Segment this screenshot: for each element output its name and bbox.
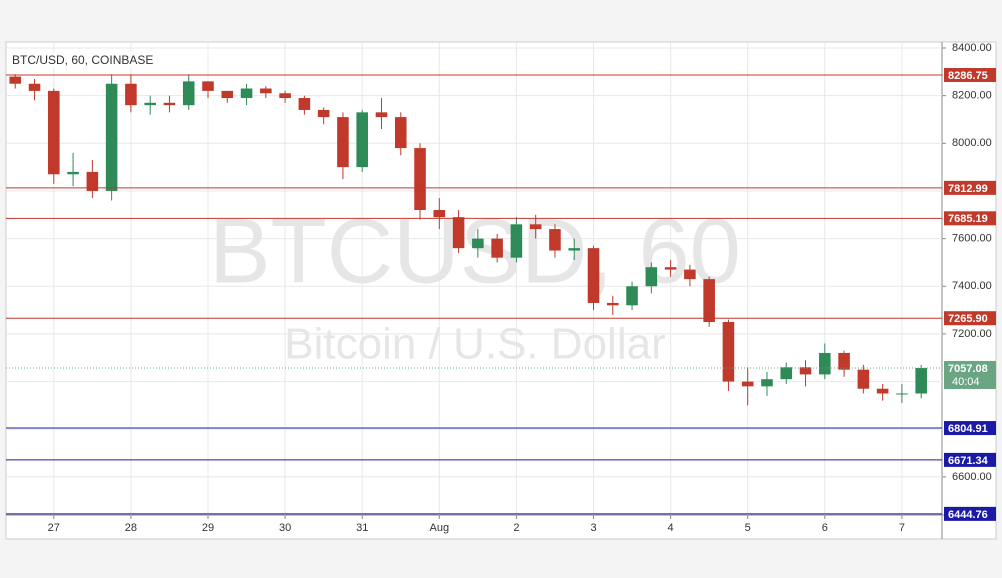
x-tick-label: 29	[202, 522, 214, 534]
level-label: 7265.90	[948, 313, 988, 325]
candle-body	[221, 90, 234, 99]
candle-body	[857, 369, 870, 389]
level-label-bg	[944, 67, 996, 82]
x-tick-label: 31	[356, 522, 368, 534]
level-label: 6804.91	[948, 423, 988, 435]
candle-body	[28, 83, 41, 91]
candle-body	[703, 279, 715, 323]
candle-body	[472, 238, 484, 249]
candle-body	[722, 322, 735, 382]
candle-body	[163, 102, 176, 106]
chart-title: BTC/USD, 60, COINBASE	[12, 53, 153, 67]
candle-body	[876, 388, 889, 394]
last-price-label: 7057.08	[948, 363, 988, 375]
candle-body	[202, 81, 214, 91]
candle-body	[48, 90, 60, 175]
candle-body	[86, 171, 99, 191]
candle-body	[9, 76, 22, 84]
candle-body	[433, 210, 446, 218]
x-tick-label: 27	[48, 522, 60, 534]
candle-body	[915, 367, 927, 394]
candle-body	[182, 81, 195, 106]
candle-body	[375, 112, 388, 118]
candle-body	[587, 248, 600, 303]
level-label: 6444.76	[948, 509, 988, 521]
candle-body	[549, 229, 561, 251]
x-tick-label: 7	[899, 522, 905, 534]
candle-body	[645, 267, 658, 287]
y-tick-label: 8200.00	[952, 90, 992, 102]
level-label: 7685.19	[948, 213, 988, 225]
candle-body	[741, 381, 754, 387]
candle-body	[838, 352, 850, 370]
x-tick-label: 3	[590, 522, 596, 534]
y-tick-label: 7200.00	[952, 328, 992, 340]
title-bg	[8, 52, 158, 68]
candle-body	[337, 117, 349, 168]
last-price-bg	[944, 360, 996, 389]
level-label: 8286.75	[948, 70, 988, 82]
countdown-label: 40:04	[952, 376, 980, 388]
candle-body	[819, 352, 831, 375]
level-label-bg	[944, 506, 996, 521]
level-label-bg	[944, 452, 996, 467]
level-label-bg	[944, 421, 996, 436]
level-label-bg	[944, 211, 996, 226]
chart-frame	[5, 41, 997, 540]
candle-body	[664, 267, 677, 270]
level-label: 7812.99	[948, 183, 988, 195]
candle-body	[414, 148, 426, 211]
y-tick-label: 7600.00	[952, 233, 992, 245]
candle-body	[356, 112, 368, 168]
candle-body	[491, 238, 503, 258]
candle-body	[279, 93, 291, 99]
candle-body	[240, 88, 253, 99]
x-tick-label: 5	[745, 522, 751, 534]
watermark: BTCUSD, 60	[209, 200, 741, 302]
candle-body	[317, 109, 330, 118]
candle-body	[606, 302, 619, 306]
x-tick-label: 6	[822, 522, 828, 534]
candle-body	[144, 102, 156, 106]
candle-body	[394, 117, 407, 149]
x-tick-label: 30	[279, 522, 291, 534]
level-label-bg	[944, 180, 996, 195]
candle-body	[260, 88, 272, 94]
candle-body	[799, 367, 812, 375]
candle-body	[125, 83, 137, 106]
x-tick-label: 4	[668, 522, 674, 534]
candle-body	[452, 217, 465, 249]
y-tick-label: 8400.00	[952, 42, 992, 54]
y-tick-label: 6600.00	[952, 471, 992, 483]
watermark-subtitle: Bitcoin / U.S. Dollar	[284, 320, 665, 369]
candle-body	[568, 248, 581, 251]
candle-body	[761, 379, 773, 387]
x-tick-label: 2	[513, 522, 519, 534]
candle-body	[529, 224, 542, 230]
x-tick-label: 28	[125, 522, 137, 534]
level-label: 6671.34	[948, 455, 989, 467]
level-label-bg	[944, 311, 996, 326]
candle-body	[298, 98, 311, 110]
candle-body	[780, 367, 793, 380]
candle-body	[67, 171, 79, 175]
y-tick-label: 8000.00	[952, 137, 992, 149]
candle-body	[684, 269, 696, 280]
candle-body	[626, 286, 638, 306]
y-tick-label: 7400.00	[952, 280, 992, 292]
candle-body	[105, 83, 118, 191]
candle-body	[896, 393, 908, 395]
candle-body	[510, 224, 523, 258]
x-tick-label: Aug	[430, 522, 450, 534]
